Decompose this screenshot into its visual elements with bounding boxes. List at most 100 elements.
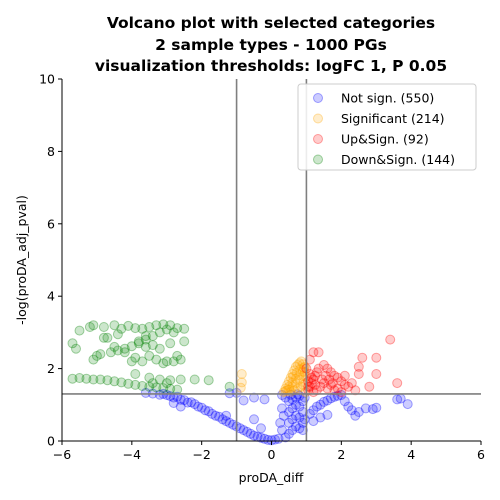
data-point [318,396,329,407]
data-point [318,378,329,389]
data-point [130,352,141,363]
data-point [308,416,319,427]
data-point [339,370,350,381]
data-point [325,379,336,390]
data-point [238,425,249,436]
data-point [140,331,151,341]
legend-label: Up&Sign. (92) [341,132,429,147]
data-point [294,374,305,385]
data-point [315,399,326,410]
data-point [172,384,183,395]
data-point [144,381,155,392]
data-point [322,383,333,394]
legend-marker [313,154,323,165]
data-point [116,323,127,334]
data-point [158,358,169,369]
data-point [320,370,331,381]
data-point [310,379,321,390]
data-point [91,350,102,361]
data-point [297,366,308,377]
data-point [275,417,286,428]
data-point [350,385,361,396]
data-point [371,402,382,413]
data-point [332,383,343,394]
data-point [282,379,293,390]
y-tick-label: 10 [39,72,55,87]
x-tick-label: 2 [337,447,345,462]
data-point [147,340,158,351]
data-point [179,323,190,334]
data-point [317,374,328,385]
data-point [288,371,299,382]
data-point [154,343,165,354]
data-point [287,394,298,405]
data-point [371,352,382,363]
data-point [130,369,141,379]
data-point [182,397,193,408]
data-point [249,414,259,425]
data-point [168,356,179,367]
data-point [315,412,326,423]
data-point [353,407,364,417]
x-tick-label: 6 [477,447,485,462]
data-point [280,392,291,403]
data-point [102,375,113,386]
data-point [292,383,303,394]
data-point [336,390,347,400]
x-tick-label: 0 [268,447,276,462]
data-point [289,365,300,376]
data-point [304,354,315,365]
series-1-points [235,356,311,398]
data-point [263,434,273,445]
data-point [343,401,354,412]
data-point [88,374,99,385]
data-point [161,356,172,367]
y-tick-label: 4 [47,289,55,304]
data-point [327,378,338,389]
data-point [236,369,247,379]
data-point [238,395,249,406]
chart-title: Volcano plot with selected categories 2 … [95,14,447,75]
legend-marker [313,113,323,124]
data-point [210,410,221,421]
data-point [165,320,176,331]
data-point [193,401,204,412]
data-point [353,361,364,372]
data-point [324,374,335,385]
data-point [245,428,256,439]
data-point [290,421,301,432]
data-point [109,376,120,387]
data-point [304,408,315,419]
data-point [392,394,403,405]
data-point [137,356,148,367]
data-point [158,319,169,330]
data-point [84,322,95,332]
data-point [297,407,308,417]
data-point [119,347,130,358]
data-point [235,423,246,434]
data-point [123,320,134,331]
x-axis-label: proDA_diff [239,470,304,485]
data-point [95,349,106,360]
data-point [308,347,319,358]
chart-title-line-1: Volcano plot with selected categories [107,14,435,32]
data-point [322,409,333,420]
data-point [277,390,287,400]
data-point [292,360,303,370]
data-point [284,428,294,439]
data-point [285,372,296,383]
data-point [179,336,190,347]
data-point [189,399,200,410]
data-point [221,410,232,421]
data-point [109,341,120,352]
data-point [221,416,232,427]
legend-marker [313,134,323,144]
data-point [291,367,302,378]
data-point [287,369,298,379]
data-point [130,323,141,334]
data-point [112,345,123,356]
data-point [172,323,183,334]
data-point [203,375,214,386]
data-point [290,373,301,384]
data-point [144,350,155,361]
